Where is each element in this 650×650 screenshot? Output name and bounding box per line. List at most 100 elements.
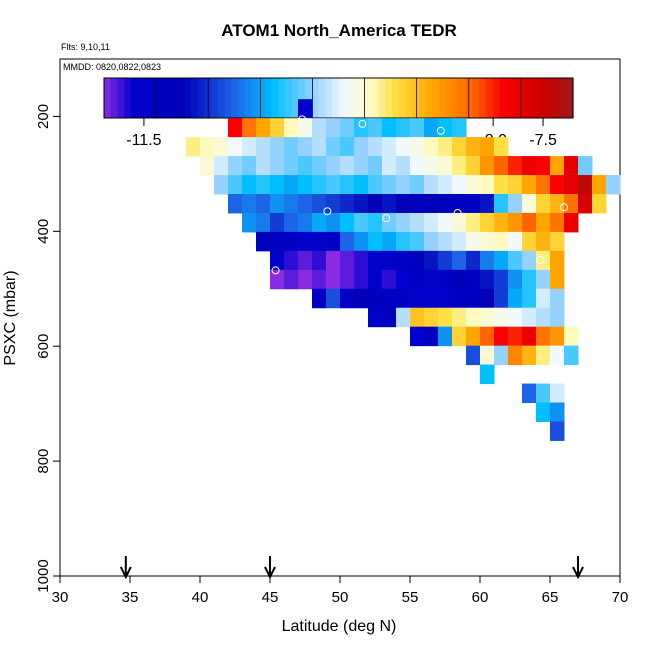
colorbar-segment xyxy=(492,78,500,118)
heatmap-cell xyxy=(438,118,453,138)
heatmap-cell xyxy=(452,193,467,214)
heatmap-cell xyxy=(592,175,607,195)
heatmap-cell xyxy=(368,156,383,176)
heatmap-cell xyxy=(228,175,243,195)
heatmap-cell xyxy=(424,156,439,176)
heatmap-cell xyxy=(508,269,523,290)
observation-marker xyxy=(231,141,239,150)
x-tick-label: 45 xyxy=(262,589,279,606)
heatmap-cell xyxy=(494,345,509,366)
heatmap-cell xyxy=(494,175,509,195)
colorbar-segment xyxy=(224,78,232,118)
heatmap-cell xyxy=(270,250,285,271)
heatmap-cell xyxy=(494,307,509,328)
heatmap-cell xyxy=(508,212,523,233)
colorbar-segment xyxy=(378,78,386,118)
heatmap-cell xyxy=(550,269,565,290)
heatmap-cell xyxy=(438,307,453,328)
colorbar-segment xyxy=(244,78,252,118)
heatmap-cell xyxy=(340,175,355,195)
colorbar-segment xyxy=(351,78,360,118)
heatmap-cell xyxy=(396,212,411,233)
heatmap-cell xyxy=(424,212,439,233)
heatmap-cell xyxy=(522,231,537,252)
heatmap-cell xyxy=(438,175,453,195)
heatmap-cell xyxy=(354,118,369,138)
colorbar-segment xyxy=(358,78,366,118)
heatmap-cell xyxy=(522,288,537,309)
colorbar-segment xyxy=(372,78,380,118)
heatmap-cell xyxy=(466,307,481,328)
colorbar-segment xyxy=(271,78,279,118)
heatmap-cell xyxy=(522,307,537,328)
heatmap-cell xyxy=(536,307,551,328)
heatmap-cell xyxy=(284,212,299,233)
colorbar-segment xyxy=(278,78,286,118)
heatmap-cell xyxy=(396,156,411,176)
colorbar-segment xyxy=(365,78,373,118)
heatmap-cell xyxy=(550,421,565,441)
y-axis-label: PSXC (mbar) xyxy=(2,270,19,365)
heatmap-cell xyxy=(242,175,257,195)
heatmap-cell xyxy=(256,118,271,138)
colorbar-tick-label: -11.5 xyxy=(126,132,161,149)
heatmap-cell xyxy=(326,231,341,252)
heatmap-cell xyxy=(270,175,285,195)
heatmap-cell xyxy=(396,231,411,252)
heatmap-cell xyxy=(438,326,453,347)
heatmap-cell xyxy=(242,212,257,233)
heatmap-cell xyxy=(564,326,579,347)
heatmap-cell xyxy=(550,156,565,176)
heatmap-cell xyxy=(270,118,285,138)
heatmap-cell xyxy=(578,175,593,195)
heatmap-cell xyxy=(326,212,341,233)
heatmap-cell xyxy=(424,137,439,157)
heatmap-cell xyxy=(256,175,271,195)
heatmap-cell xyxy=(480,231,495,252)
heatmap-cell xyxy=(536,269,551,290)
observation-marker xyxy=(462,458,470,467)
heatmap-cell xyxy=(340,193,355,214)
latitude-arrow-head xyxy=(119,566,132,580)
heatmap-cell xyxy=(354,288,369,309)
heatmap-cell xyxy=(424,307,439,328)
heatmap-cell xyxy=(368,137,383,157)
heatmap-cell xyxy=(396,269,411,290)
heatmap-cell xyxy=(424,326,439,347)
heatmap-cell xyxy=(494,288,509,309)
heatmap-cell xyxy=(256,156,271,176)
colorbar-segment xyxy=(191,78,199,118)
colorbar-segment xyxy=(445,78,453,118)
heatmap-cell xyxy=(438,269,453,290)
colorbar-segment xyxy=(211,78,219,118)
heatmap-cell xyxy=(564,345,579,366)
heatmap-cell xyxy=(536,175,551,195)
colorbar-segment xyxy=(479,78,487,118)
heatmap-cell xyxy=(326,137,341,157)
colorbar-segment xyxy=(512,78,520,118)
heatmap-cell xyxy=(326,288,341,309)
colorbar-segment xyxy=(418,78,427,118)
heatmap-cell xyxy=(214,175,229,195)
heatmap-cell xyxy=(480,326,495,347)
heatmap-cell xyxy=(382,137,397,157)
heatmap-cell xyxy=(382,288,397,309)
heatmap-cell xyxy=(382,250,397,271)
heatmap-cell xyxy=(270,269,285,290)
heatmap-cell xyxy=(298,269,313,290)
heatmap-cell xyxy=(214,137,229,157)
x-tick-label: 55 xyxy=(402,589,419,606)
heatmap-cell xyxy=(298,231,313,252)
colorbar-segment xyxy=(284,78,293,118)
heatmap-cell xyxy=(438,288,453,309)
heatmap-cell xyxy=(242,193,257,214)
heatmap-cell xyxy=(298,250,313,271)
heatmap-cell xyxy=(242,156,257,176)
heatmap-cell xyxy=(480,345,495,366)
heatmap-cell xyxy=(494,137,509,157)
colorbar-segment xyxy=(217,78,226,118)
heatmap-cell xyxy=(536,402,551,422)
heatmap-cell xyxy=(508,288,523,309)
observation-marker xyxy=(523,203,532,212)
heatmap-cell xyxy=(438,156,453,176)
